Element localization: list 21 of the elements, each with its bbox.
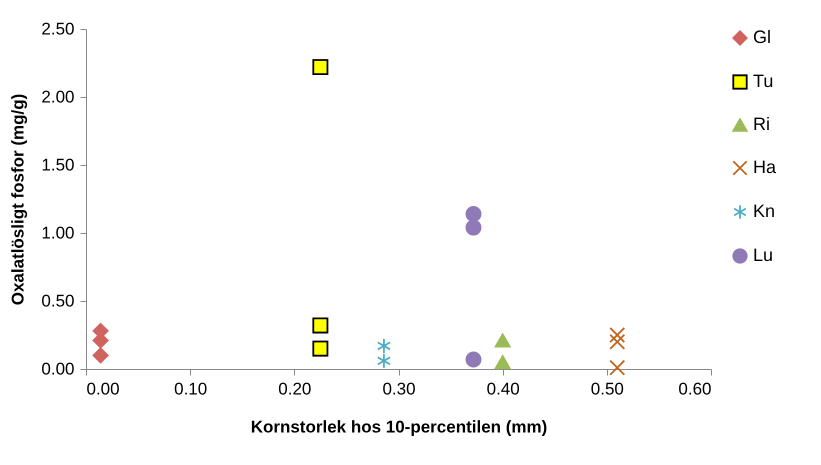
x-tick-label: 0.00 xyxy=(86,380,120,398)
y-tick-label: 2.00 xyxy=(41,88,74,106)
legend-label: Gl xyxy=(753,27,771,47)
legend-label: Lu xyxy=(753,245,774,265)
x-tick-label: 0.20 xyxy=(278,380,312,398)
y-tick-label: 1.50 xyxy=(41,156,74,174)
y-tick-label: 0.50 xyxy=(41,292,74,310)
legend-label: Ri xyxy=(753,114,770,134)
x-tick-label: 0.40 xyxy=(486,380,520,398)
x-tick-label: 0.30 xyxy=(382,380,416,398)
y-axis-title: Oxalatlösligt fosfor (mg/g) xyxy=(8,94,28,306)
y-tick-label: 1.00 xyxy=(41,224,74,242)
legend-label: Tu xyxy=(753,71,774,91)
y-tick-label: 2.50 xyxy=(41,20,74,38)
y-tick-label: 0.00 xyxy=(41,360,74,378)
x-axis-title: Kornstorlek hos 10-percentilen (mm) xyxy=(250,418,548,436)
x-tick-label: 0.50 xyxy=(590,380,624,398)
legend-label: Kn xyxy=(753,201,776,221)
legend-label: Ha xyxy=(753,157,777,177)
x-tick-label: 0.10 xyxy=(174,380,208,398)
x-tick-label: 0.60 xyxy=(678,380,712,398)
